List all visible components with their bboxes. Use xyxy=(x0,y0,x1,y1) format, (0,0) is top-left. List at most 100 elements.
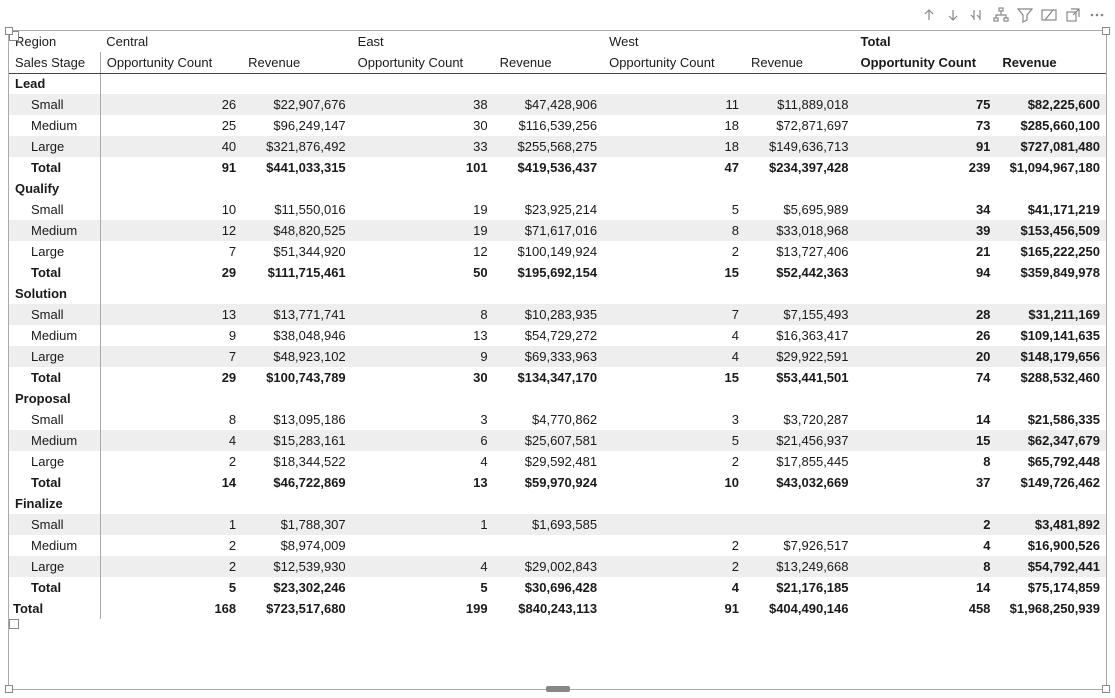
resize-handle-tr[interactable] xyxy=(1102,27,1110,35)
drill-up-icon[interactable] xyxy=(921,7,937,23)
cell: 26 xyxy=(100,94,242,115)
focus-mode-icon[interactable] xyxy=(1041,7,1057,23)
row-label: Medium xyxy=(9,325,100,346)
cell: 13 xyxy=(352,325,494,346)
measure-header[interactable]: Opportunity Count xyxy=(352,52,494,73)
cell: 199 xyxy=(352,598,494,619)
matrix-header: Region Central East West Total Sales Sta… xyxy=(9,31,1106,73)
cell: $840,243,113 xyxy=(494,598,604,619)
measure-header[interactable]: Opportunity Count xyxy=(100,52,242,73)
cell: $1,693,585 xyxy=(494,514,604,535)
measure-header[interactable]: Opportunity Count xyxy=(603,52,745,73)
data-row[interactable]: Large 40$321,876,49233$255,568,27518$149… xyxy=(9,136,1106,157)
subtotal-row[interactable]: Total 91$441,033,315101$419,536,43747$23… xyxy=(9,157,1106,178)
measure-header[interactable]: Revenue xyxy=(494,52,604,73)
cell: $17,855,445 xyxy=(745,451,855,472)
data-row[interactable]: Large 7$51,344,92012$100,149,9242$13,727… xyxy=(9,241,1106,262)
resize-handle-br[interactable] xyxy=(1102,685,1110,693)
cell: $12,539,930 xyxy=(242,556,352,577)
cell: 18 xyxy=(603,115,745,136)
filter-icon[interactable] xyxy=(1017,7,1033,23)
data-row[interactable]: Large 2$12,539,9304$29,002,8432$13,249,6… xyxy=(9,556,1106,577)
cell: 3 xyxy=(352,409,494,430)
subtotal-row[interactable]: Total 29$100,743,78930$134,347,17015$53,… xyxy=(9,367,1106,388)
row-label: Total xyxy=(9,472,100,493)
cell: 12 xyxy=(100,220,242,241)
stage-row[interactable]: Finalize xyxy=(9,493,1106,514)
cell: 10 xyxy=(603,472,745,493)
cell: 94 xyxy=(855,262,997,283)
row-label: Small xyxy=(9,304,100,325)
cell: 26 xyxy=(855,325,997,346)
data-row[interactable]: Small 1$1,788,3071$1,693,5852$3,481,892 xyxy=(9,514,1106,535)
cell: 2 xyxy=(100,451,242,472)
grand-total-row[interactable]: Total 168$723,517,680199$840,243,11391$4… xyxy=(9,598,1106,619)
cell xyxy=(352,535,494,556)
cell: $1,968,250,939 xyxy=(996,598,1106,619)
data-row[interactable]: Medium 2$8,974,0092$7,926,5174$16,900,52… xyxy=(9,535,1106,556)
data-row[interactable]: Medium 9$38,048,94613$54,729,2724$16,363… xyxy=(9,325,1106,346)
data-row[interactable]: Medium 4$15,283,1616$25,607,5815$21,456,… xyxy=(9,430,1106,451)
cell: 2 xyxy=(855,514,997,535)
hierarchy-icon[interactable] xyxy=(993,7,1009,23)
data-row[interactable]: Small 8$13,095,1863$4,770,8623$3,720,287… xyxy=(9,409,1106,430)
measure-header[interactable]: Revenue xyxy=(745,52,855,73)
measure-header[interactable]: Revenue xyxy=(242,52,352,73)
more-options-icon[interactable] xyxy=(1089,7,1105,23)
cell: $149,726,462 xyxy=(996,472,1106,493)
data-row[interactable]: Large 7$48,923,1029$69,333,9634$29,922,5… xyxy=(9,346,1106,367)
cell: 4 xyxy=(603,346,745,367)
cell: $23,302,246 xyxy=(242,577,352,598)
measure-header[interactable]: Revenue xyxy=(996,52,1106,73)
cell: 1 xyxy=(352,514,494,535)
data-row[interactable]: Small 26$22,907,67638$47,428,90611$11,88… xyxy=(9,94,1106,115)
row-header-top[interactable]: Region xyxy=(9,31,100,52)
subtotal-row[interactable]: Total 14$46,722,86913$59,970,92410$43,03… xyxy=(9,472,1106,493)
stage-row[interactable]: Solution xyxy=(9,283,1106,304)
cell: $22,907,676 xyxy=(242,94,352,115)
cell: $13,771,741 xyxy=(242,304,352,325)
cell: $441,033,315 xyxy=(242,157,352,178)
cell: $404,490,146 xyxy=(745,598,855,619)
region-header-total[interactable]: Total xyxy=(855,31,1107,52)
matrix-visual[interactable]: Region Central East West Total Sales Sta… xyxy=(8,30,1107,690)
stage-row[interactable]: Proposal xyxy=(9,388,1106,409)
region-header-2[interactable]: West xyxy=(603,31,854,52)
popout-icon[interactable] xyxy=(1065,7,1081,23)
subtotal-row[interactable]: Total 29$111,715,46150$195,692,15415$52,… xyxy=(9,262,1106,283)
cell: 7 xyxy=(603,304,745,325)
resize-handle-tl[interactable] xyxy=(5,27,13,35)
cell: 8 xyxy=(603,220,745,241)
cell: 18 xyxy=(603,136,745,157)
cell: $285,660,100 xyxy=(996,115,1106,136)
measure-header[interactable]: Opportunity Count xyxy=(855,52,997,73)
row-label: Medium xyxy=(9,220,100,241)
cell: $1,788,307 xyxy=(242,514,352,535)
stage-row[interactable]: Qualify xyxy=(9,178,1106,199)
resize-handle-bottom[interactable] xyxy=(546,686,570,692)
stage-row[interactable]: Lead xyxy=(9,73,1106,94)
row-label: Large xyxy=(9,346,100,367)
resize-handle-bl[interactable] xyxy=(5,685,13,693)
row-label: Small xyxy=(9,199,100,220)
cell: 15 xyxy=(855,430,997,451)
row-header-bottom[interactable]: Sales Stage xyxy=(9,52,100,73)
cell: $21,586,335 xyxy=(996,409,1106,430)
data-row[interactable]: Large 2$18,344,5224$29,592,4812$17,855,4… xyxy=(9,451,1106,472)
cell: $47,428,906 xyxy=(494,94,604,115)
drill-rows-icon[interactable] xyxy=(969,7,985,23)
cell: $21,176,185 xyxy=(745,577,855,598)
data-row[interactable]: Medium 12$48,820,52519$71,617,0168$33,01… xyxy=(9,220,1106,241)
region-header-0[interactable]: Central xyxy=(100,31,351,52)
row-label: Total xyxy=(9,262,100,283)
region-header-1[interactable]: East xyxy=(352,31,603,52)
subtotal-row[interactable]: Total 5$23,302,2465$30,696,4284$21,176,1… xyxy=(9,577,1106,598)
data-row[interactable]: Medium 25$96,249,14730$116,539,25618$72,… xyxy=(9,115,1106,136)
data-row[interactable]: Small 10$11,550,01619$23,925,2145$5,695,… xyxy=(9,199,1106,220)
cell: 4 xyxy=(352,556,494,577)
cell: 20 xyxy=(855,346,997,367)
cell: $69,333,963 xyxy=(494,346,604,367)
drill-down-icon[interactable] xyxy=(945,7,961,23)
cell xyxy=(603,514,745,535)
data-row[interactable]: Small 13$13,771,7418$10,283,9357$7,155,4… xyxy=(9,304,1106,325)
